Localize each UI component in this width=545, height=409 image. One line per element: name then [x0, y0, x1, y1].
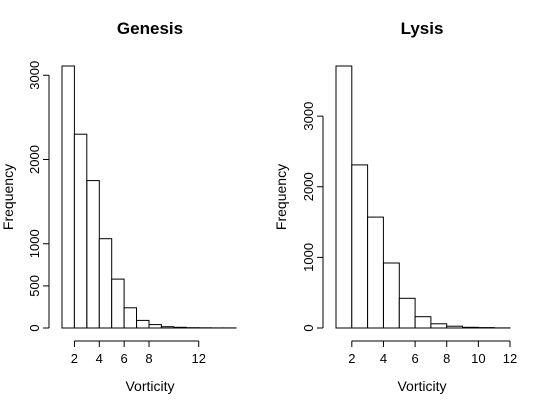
y-axis-label: Frequency — [273, 164, 289, 230]
histogram-bar — [136, 319, 150, 329]
histogram-bar — [446, 325, 464, 329]
chart-title: Genesis — [117, 19, 183, 38]
x-tick-label: 4 — [96, 351, 103, 366]
x-tick-label: 12 — [503, 351, 517, 366]
histogram-bar — [414, 316, 432, 329]
y-axis: 0 500 1000 2000 3000 — [27, 61, 50, 332]
histogram-bar — [111, 278, 125, 329]
bars — [335, 65, 511, 329]
y-tick-label: 1000 — [27, 229, 42, 258]
y-axis-label: Frequency — [0, 164, 16, 230]
histogram-bar — [61, 65, 75, 329]
genesis-panel: Genesis Vorticity Frequency 2 4 6 8 12 0 500 1… — [0, 19, 237, 394]
y-tick-label: 0 — [27, 324, 42, 331]
histogram-bar — [430, 323, 448, 329]
x-axis: 2 4 6 8 10 12 — [348, 340, 517, 366]
bars — [61, 65, 237, 329]
histogram-bar — [98, 238, 113, 329]
histogram-bar — [173, 326, 187, 329]
x-tick-label: 6 — [121, 351, 128, 366]
chart-title: Lysis — [401, 19, 444, 38]
x-tick-label: 2 — [71, 351, 78, 366]
histogram-bar — [351, 164, 369, 329]
y-tick-label: 2000 — [301, 172, 316, 201]
y-tick-label: 0 — [301, 324, 316, 331]
histogram-bar — [462, 326, 479, 329]
y-axis: 0 1000 2000 3000 — [301, 102, 324, 332]
histogram-bar — [335, 65, 353, 329]
histogram-bar — [367, 216, 384, 329]
histogram-bar — [73, 133, 88, 329]
x-tick-label: 8 — [443, 351, 450, 366]
y-tick-label: 1000 — [301, 243, 316, 272]
x-tick-label: 6 — [411, 351, 418, 366]
histogram-bar — [148, 324, 162, 329]
lysis-panel: Lysis Vorticity Frequency 2 4 6 8 10 12 0 1000… — [273, 19, 517, 394]
y-tick-label: 2000 — [27, 145, 42, 174]
x-tick-label: 12 — [191, 351, 205, 366]
x-tick-label: 4 — [380, 351, 387, 366]
x-axis-label: Vorticity — [397, 378, 446, 394]
x-tick-label: 2 — [348, 351, 355, 366]
x-axis-label: Vorticity — [125, 378, 174, 394]
histogram-bar — [398, 297, 416, 329]
histogram-bar — [123, 307, 137, 329]
y-tick-label: 3000 — [301, 102, 316, 131]
y-tick-label: 3000 — [27, 61, 42, 90]
x-axis: 2 4 6 8 12 — [71, 340, 206, 366]
histogram-bar — [383, 262, 400, 329]
x-tick-label: 8 — [145, 351, 152, 366]
x-tick-label: 10 — [471, 351, 485, 366]
y-tick-label: 500 — [27, 275, 42, 297]
histogram-bar — [86, 180, 100, 329]
histogram-bar — [160, 326, 175, 329]
